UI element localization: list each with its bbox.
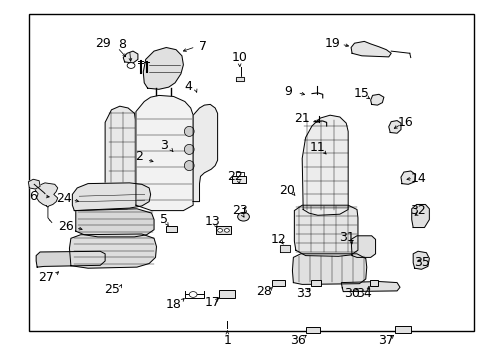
Ellipse shape (184, 144, 194, 154)
Polygon shape (292, 254, 366, 284)
Text: 17: 17 (204, 296, 220, 309)
Polygon shape (341, 282, 399, 292)
Text: 30: 30 (344, 287, 359, 300)
Text: 2: 2 (135, 150, 143, 163)
Polygon shape (76, 209, 154, 237)
Bar (219, 290, 234, 298)
Polygon shape (105, 106, 136, 209)
Text: 37: 37 (378, 334, 393, 347)
Text: 4: 4 (184, 80, 192, 93)
Text: 3: 3 (160, 139, 167, 152)
Text: 18: 18 (165, 298, 181, 311)
Text: 14: 14 (409, 172, 425, 185)
Text: 29: 29 (95, 37, 110, 50)
Polygon shape (123, 51, 138, 63)
Polygon shape (69, 234, 156, 268)
Polygon shape (370, 94, 383, 105)
Text: 33: 33 (296, 287, 311, 300)
Text: 25: 25 (104, 283, 120, 296)
Bar (232, 176, 245, 183)
Polygon shape (72, 183, 150, 211)
Text: 12: 12 (270, 233, 286, 246)
Polygon shape (400, 171, 415, 184)
Polygon shape (411, 204, 428, 228)
Text: 10: 10 (231, 51, 247, 64)
Text: 19: 19 (324, 37, 340, 50)
Text: 34: 34 (356, 287, 371, 300)
Bar (305, 327, 320, 333)
Polygon shape (412, 251, 428, 269)
Ellipse shape (184, 126, 194, 136)
Polygon shape (350, 41, 390, 57)
Polygon shape (136, 95, 193, 211)
Bar (271, 280, 284, 286)
Text: 28: 28 (256, 285, 271, 298)
Text: 27: 27 (39, 271, 54, 284)
Text: 15: 15 (353, 87, 369, 100)
Text: 21: 21 (294, 112, 309, 125)
Text: 22: 22 (226, 170, 242, 183)
Text: 36: 36 (290, 334, 305, 347)
Text: 1: 1 (223, 334, 231, 347)
Polygon shape (350, 236, 375, 257)
Ellipse shape (224, 229, 229, 232)
Bar (29, 14, 473, 331)
Text: 13: 13 (204, 215, 220, 228)
Ellipse shape (184, 161, 194, 171)
Bar (394, 326, 410, 333)
Text: 8: 8 (118, 39, 126, 51)
Polygon shape (302, 115, 347, 215)
Ellipse shape (189, 292, 197, 297)
Text: 16: 16 (397, 116, 413, 129)
Polygon shape (294, 205, 357, 256)
Polygon shape (35, 183, 58, 207)
Bar (369, 280, 378, 286)
Text: 24: 24 (56, 192, 71, 204)
Text: 31: 31 (339, 231, 354, 244)
Polygon shape (388, 121, 400, 133)
Polygon shape (28, 179, 40, 189)
Text: 20: 20 (279, 184, 295, 197)
Text: 32: 32 (409, 204, 425, 217)
Bar (310, 280, 321, 286)
Text: 35: 35 (413, 256, 428, 269)
Bar (166, 226, 177, 232)
Ellipse shape (237, 212, 249, 221)
Text: 9: 9 (284, 85, 292, 98)
Ellipse shape (127, 63, 135, 68)
Text: 11: 11 (309, 141, 325, 154)
Text: 23: 23 (231, 204, 247, 217)
Polygon shape (279, 245, 290, 252)
Polygon shape (36, 251, 105, 267)
Polygon shape (143, 48, 183, 89)
Text: 26: 26 (58, 220, 74, 233)
Polygon shape (235, 77, 244, 81)
Text: 5: 5 (160, 213, 167, 226)
Ellipse shape (217, 229, 222, 232)
Polygon shape (193, 104, 217, 202)
Text: 6: 6 (29, 190, 37, 203)
Bar (216, 226, 230, 234)
Text: 7: 7 (199, 40, 206, 53)
